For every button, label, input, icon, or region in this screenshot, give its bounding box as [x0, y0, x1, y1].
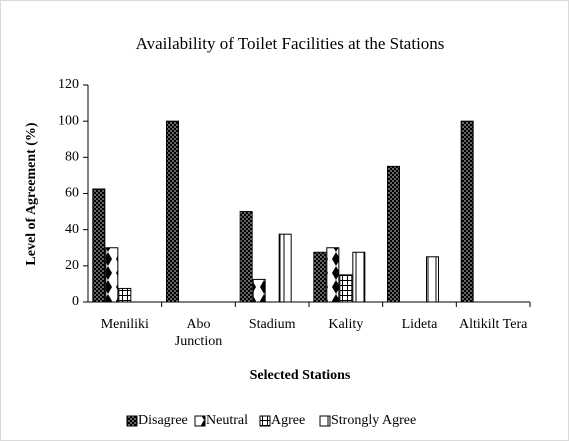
bar [426, 256, 439, 303]
legend-swatch [319, 415, 331, 427]
y-tick-label: 0 [72, 294, 79, 309]
x-tick-label: Lideta [401, 317, 438, 332]
x-axis-title: Selected Stations [250, 368, 351, 383]
y-tick-label: 80 [65, 150, 79, 165]
legend-label: Agree [271, 413, 305, 428]
bar [118, 287, 132, 303]
bar [92, 188, 106, 303]
x-tick-label: Abo Junction [174, 317, 223, 349]
x-tick-label: Altikilt Tera [458, 317, 528, 332]
bar [326, 247, 340, 303]
legend-swatch [194, 415, 206, 427]
bar [313, 251, 327, 303]
x-tick-label: Meniliki [100, 317, 149, 332]
y-tick-label: 20 [65, 258, 79, 273]
legend-label: Neutral [206, 413, 248, 428]
bar [352, 251, 366, 303]
y-tick-label: 40 [65, 222, 79, 237]
legend-label: Disagree [138, 413, 188, 428]
x-tick-label: Kality [328, 317, 364, 332]
y-tick-label: 120 [58, 77, 79, 92]
bar [105, 247, 119, 303]
bar [166, 120, 179, 303]
x-tick-label: Stadium [248, 317, 296, 332]
bar [387, 165, 400, 303]
bar [339, 274, 353, 303]
bar [252, 278, 266, 303]
y-axis-title: Level of Agreement (%) [24, 122, 39, 266]
legend-swatch [126, 415, 138, 427]
y-tick-label: 60 [65, 186, 79, 201]
bar [239, 211, 253, 303]
chart-title: Availability of Toilet Facilities at the… [136, 34, 445, 53]
legend-swatch [259, 415, 271, 427]
bar [460, 120, 474, 303]
legend-label: Strongly Agree [331, 413, 416, 428]
bar [278, 233, 292, 303]
y-tick-label: 100 [58, 113, 79, 128]
